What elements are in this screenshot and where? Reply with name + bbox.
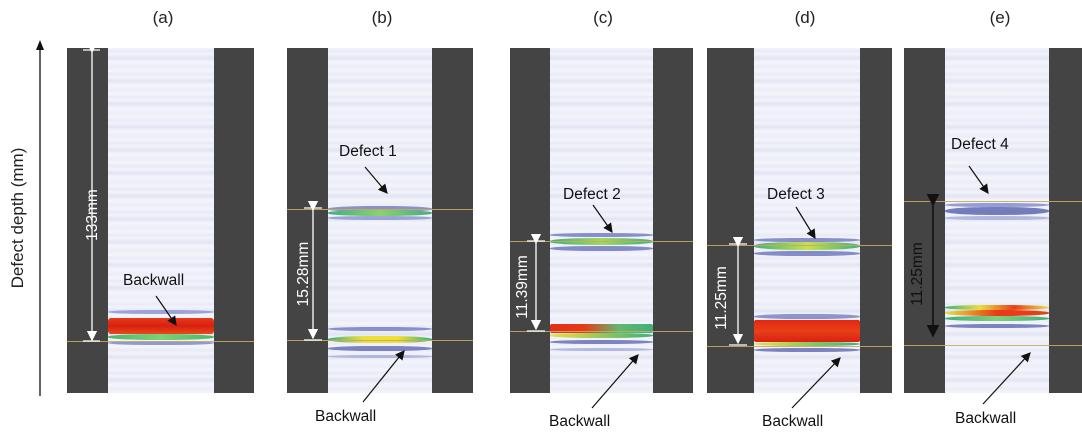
panel-label-e: (e) xyxy=(989,8,1011,27)
dimension-label-d: 11.25mm xyxy=(713,266,730,330)
panel-label-a: (a) xyxy=(152,8,174,27)
panel-label-d: (d) xyxy=(794,8,816,27)
panel-d xyxy=(707,48,892,393)
depth-axis-arrow-icon xyxy=(36,40,44,396)
defect-label-1: Defect 1 xyxy=(339,143,397,160)
panel-e xyxy=(904,48,1082,393)
backwall-label-c: Backwall xyxy=(549,413,611,430)
backwall-label-d: Backwall xyxy=(762,413,824,430)
backwall-label-b: Backwall xyxy=(315,408,377,425)
panel-c xyxy=(510,48,693,393)
dimension-label-e: 11.25mm xyxy=(909,242,926,306)
scan-image-a xyxy=(108,48,214,393)
depth-axis-label: Defect depth (mm) xyxy=(8,147,27,289)
defect-label-3: Defect 3 xyxy=(767,186,825,203)
panel-label-b: (b) xyxy=(371,8,393,27)
dimension-label-a: 133mm xyxy=(84,189,101,241)
defect-label-4: Defect 4 xyxy=(951,136,1009,153)
scan-image-c xyxy=(550,48,653,393)
panel-b xyxy=(287,48,473,393)
dimension-label-b: 15.28mm xyxy=(295,241,312,307)
scan-image-e xyxy=(945,48,1049,393)
backwall-label-e: Backwall xyxy=(955,410,1017,427)
panel-label-c: (c) xyxy=(593,8,613,27)
dimension-label-c: 11.39mm xyxy=(514,255,531,319)
backwall-label-a: Backwall xyxy=(123,272,185,289)
scan-image-b xyxy=(328,48,432,393)
scan-image-d xyxy=(754,48,860,393)
panel-a xyxy=(67,48,254,393)
defect-label-2: Defect 2 xyxy=(563,186,621,203)
